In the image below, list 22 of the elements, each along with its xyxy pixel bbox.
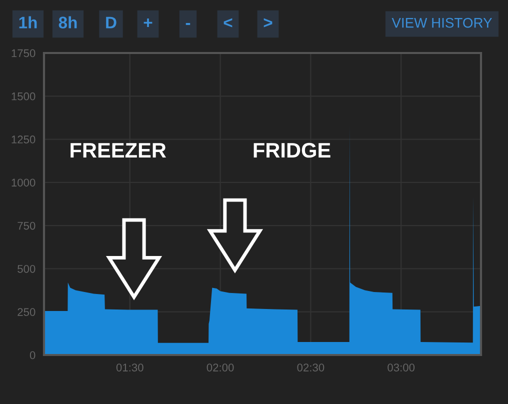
x-tick-label: 03:00 [388, 364, 415, 372]
text: 8h [58, 16, 77, 28]
x-tick-label: 02:00 [206, 364, 234, 372]
x-tick-label: 01:30 [116, 364, 144, 372]
y-tick-label: 750 [18, 222, 36, 230]
y-tick-label: 0 [30, 351, 36, 360]
text: < [224, 18, 232, 28]
x-tick-label: 02:30 [297, 364, 324, 372]
text: VIEW HISTORY [392, 18, 492, 28]
y-tick-label: 1500 [12, 92, 36, 100]
text: - [186, 22, 190, 25]
y-tick-label: 500 [18, 264, 36, 273]
text: 1h [19, 16, 37, 28]
y-tick-label: 1750 [12, 49, 36, 58]
y-tick-label: 250 [18, 308, 36, 316]
y-tick-label: 1250 [12, 136, 36, 144]
annotation: FRIDGE [254, 142, 330, 158]
annotation: FREEZER [70, 143, 166, 158]
text: D [106, 16, 116, 28]
text: > [264, 18, 272, 28]
text: + [144, 18, 152, 27]
y-tick-label: 1000 [12, 178, 36, 187]
